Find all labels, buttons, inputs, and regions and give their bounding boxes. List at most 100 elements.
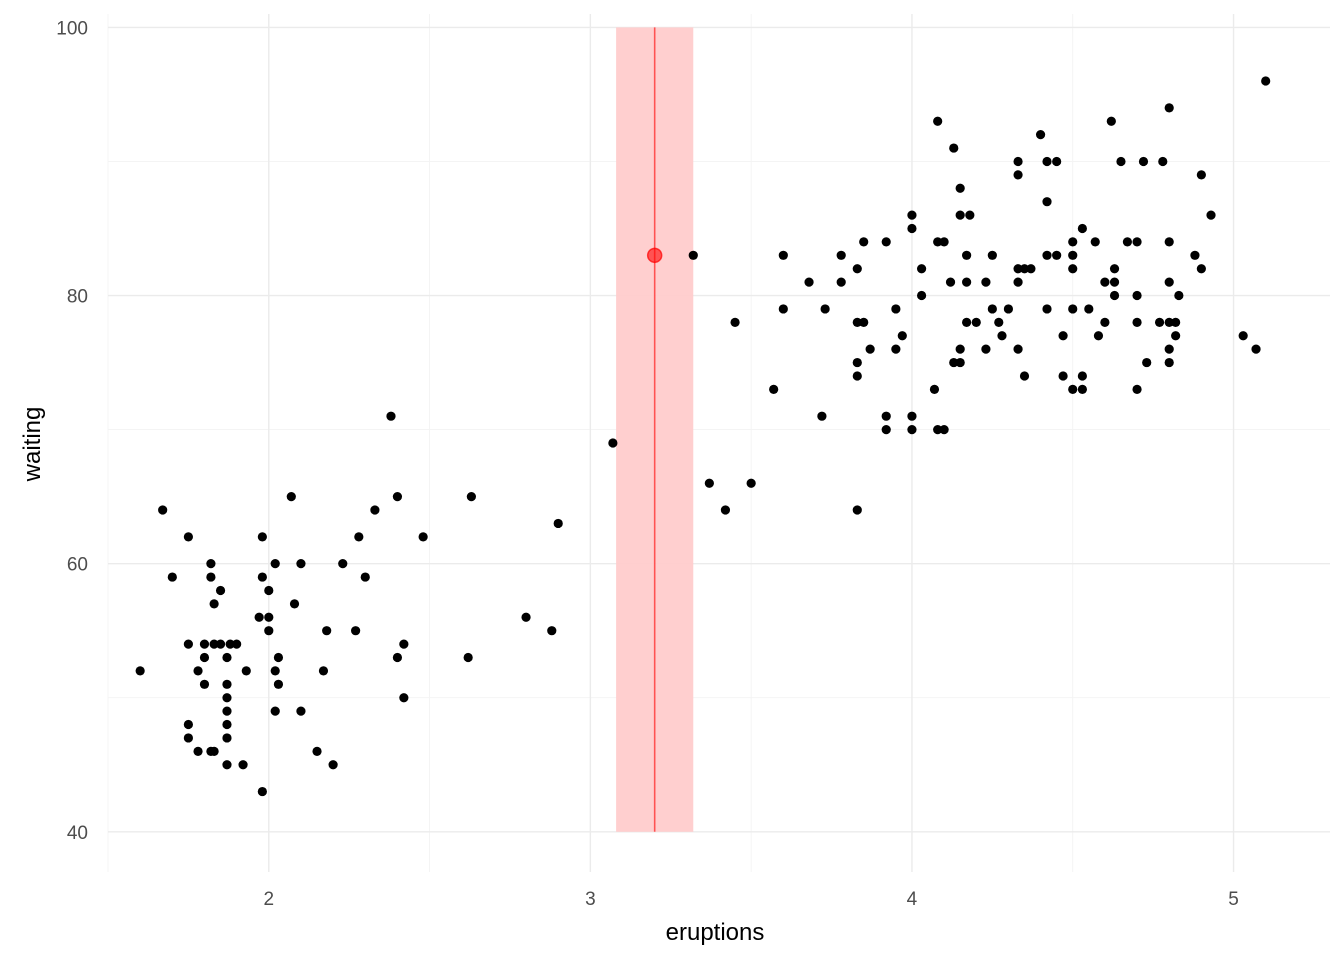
data-point [1042, 304, 1052, 314]
data-point [199, 679, 210, 689]
data-point [1106, 116, 1116, 126]
data-point [907, 210, 917, 220]
data-point [865, 344, 875, 354]
data-point [254, 612, 264, 622]
data-point [1109, 290, 1120, 301]
data-point [962, 277, 972, 287]
data-point [1084, 304, 1094, 314]
data-point [1190, 250, 1200, 260]
data-point [1026, 264, 1036, 274]
data-point [351, 626, 361, 636]
data-point [1132, 384, 1142, 394]
data-point [881, 237, 891, 247]
data-point [289, 599, 300, 609]
data-point [1164, 344, 1174, 354]
data-point [399, 639, 409, 649]
data-point [206, 559, 216, 569]
data-point [1035, 130, 1046, 140]
data-point [1058, 331, 1068, 341]
data-point [338, 559, 348, 569]
data-point [264, 626, 274, 636]
data-point [1261, 76, 1271, 86]
data-point [215, 639, 226, 649]
data-point [688, 250, 698, 260]
data-point [1132, 237, 1142, 247]
data-point [183, 719, 193, 730]
data-point [778, 304, 788, 314]
data-point [1142, 357, 1152, 368]
data-point [859, 317, 869, 327]
data-point [852, 371, 862, 381]
data-point [1116, 156, 1126, 167]
data-point [222, 760, 232, 770]
data-point [463, 652, 473, 663]
tick-labels: 2 3 4 5 40 60 80 100 [56, 18, 1239, 910]
data-point [418, 532, 428, 542]
data-point [1019, 264, 1030, 274]
data-point [933, 424, 943, 435]
data-point [270, 706, 280, 716]
data-point [1013, 344, 1023, 354]
data-point [209, 639, 219, 649]
data-point [1164, 317, 1174, 327]
y-tick-label: 100 [56, 18, 88, 39]
data-point [987, 304, 997, 314]
data-point [222, 719, 232, 730]
highlight-point [646, 247, 663, 264]
data-point [183, 639, 193, 649]
data-point [1058, 371, 1068, 381]
data-point [981, 277, 991, 287]
data-point [222, 706, 232, 716]
data-point [1100, 277, 1110, 287]
data-point [1013, 156, 1023, 167]
data-point [1251, 344, 1261, 354]
data-point [1158, 156, 1168, 167]
highlight-band-layer [616, 27, 694, 832]
data-point [962, 250, 972, 260]
data-point [222, 652, 232, 663]
data-point [225, 639, 235, 649]
data-point [1164, 357, 1174, 368]
data-point [916, 290, 927, 301]
data-point [897, 331, 907, 341]
grid [107, 14, 1330, 872]
data-point [521, 612, 531, 622]
data-point [1013, 264, 1023, 274]
data-point [933, 237, 943, 247]
data-point [1171, 331, 1181, 341]
data-point [209, 746, 219, 756]
data-point [971, 317, 981, 327]
data-point [370, 505, 380, 515]
x-tick-label: 3 [585, 889, 596, 910]
data-point [1052, 250, 1062, 260]
data-point [1003, 304, 1014, 314]
data-point [135, 666, 145, 676]
data-point [1109, 277, 1120, 287]
highlight-layer [646, 247, 663, 264]
data-point [939, 237, 949, 247]
data-point [1068, 304, 1078, 314]
data-point [238, 760, 248, 770]
data-point [1206, 210, 1216, 220]
data-point [778, 250, 788, 260]
data-point [804, 277, 814, 287]
data-point [273, 652, 284, 663]
data-point [1068, 250, 1078, 260]
data-point [257, 572, 267, 582]
data-point [1132, 290, 1142, 301]
data-point [1042, 156, 1052, 167]
data-point [769, 384, 779, 394]
data-point [322, 626, 332, 636]
data-point [1132, 317, 1142, 327]
data-point [955, 357, 965, 368]
x-tick-label: 5 [1228, 889, 1239, 910]
x-tick-label: 4 [907, 889, 918, 910]
data-point [720, 505, 731, 515]
data-point [206, 572, 216, 582]
data-point [328, 760, 338, 770]
data-point [1042, 197, 1052, 207]
data-point [360, 572, 370, 582]
data-point [318, 666, 329, 676]
data-point [955, 210, 965, 220]
data-point [199, 652, 210, 663]
